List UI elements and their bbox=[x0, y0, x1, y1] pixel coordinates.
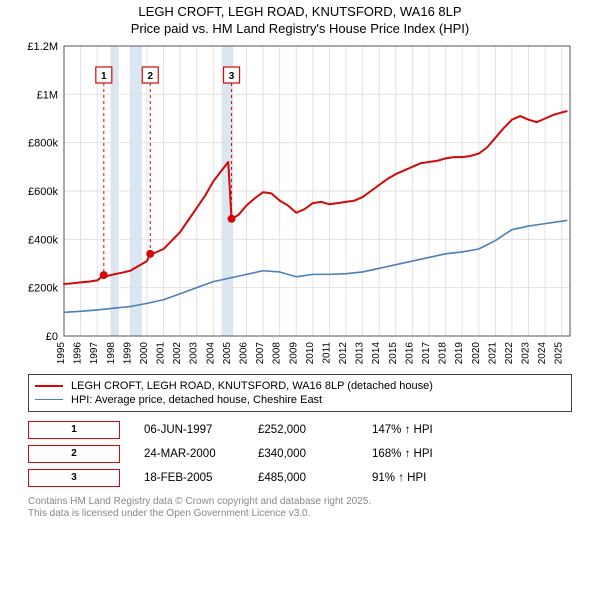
svg-text:2017: 2017 bbox=[421, 341, 432, 364]
svg-text:2019: 2019 bbox=[454, 341, 465, 364]
sale-price: £252,000 bbox=[258, 424, 348, 436]
svg-text:£0: £0 bbox=[46, 331, 58, 343]
svg-text:2014: 2014 bbox=[371, 341, 382, 364]
svg-text:£600k: £600k bbox=[28, 186, 58, 198]
svg-text:£1M: £1M bbox=[37, 89, 58, 101]
sale-date: 06-JUN-1997 bbox=[144, 424, 234, 436]
svg-text:2000: 2000 bbox=[139, 341, 150, 364]
footer-line2: This data is licensed under the Open Gov… bbox=[28, 508, 572, 521]
sale-row: 3 18-FEB-2005 £485,000 91% ↑ HPI bbox=[28, 466, 572, 490]
svg-text:2003: 2003 bbox=[189, 341, 200, 364]
svg-text:2020: 2020 bbox=[471, 341, 482, 364]
chart-title: LEGH CROFT, LEGH ROAD, KNUTSFORD, WA16 8… bbox=[0, 0, 600, 40]
svg-text:2025: 2025 bbox=[554, 341, 565, 364]
title-line2: Price paid vs. HM Land Registry's House … bbox=[0, 21, 600, 38]
svg-text:2010: 2010 bbox=[305, 341, 316, 364]
svg-text:2023: 2023 bbox=[521, 341, 532, 364]
svg-text:2007: 2007 bbox=[255, 341, 266, 364]
svg-text:2005: 2005 bbox=[222, 341, 233, 364]
sale-date: 18-FEB-2005 bbox=[144, 472, 234, 484]
svg-text:2024: 2024 bbox=[537, 341, 548, 364]
svg-text:1998: 1998 bbox=[106, 341, 117, 364]
line-chart-svg: £0 £200k £400k £600k £800k £1M £1.2M 1995 1996 19… bbox=[20, 40, 580, 370]
svg-text:2011: 2011 bbox=[321, 341, 332, 363]
svg-text:1995: 1995 bbox=[56, 341, 67, 364]
svg-text:2: 2 bbox=[147, 71, 153, 82]
license-footer: Contains HM Land Registry data © Crown c… bbox=[28, 496, 572, 521]
sale-hpi-delta: 168% ↑ HPI bbox=[372, 448, 462, 460]
sale-hpi-delta: 91% ↑ HPI bbox=[372, 472, 462, 484]
svg-text:2004: 2004 bbox=[205, 341, 216, 364]
sale-hpi-delta: 147% ↑ HPI bbox=[372, 424, 462, 436]
footer-line1: Contains HM Land Registry data © Crown c… bbox=[28, 496, 572, 509]
svg-text:£1.2M: £1.2M bbox=[27, 41, 58, 53]
svg-text:1999: 1999 bbox=[122, 341, 133, 364]
svg-text:1997: 1997 bbox=[89, 341, 100, 364]
svg-text:2008: 2008 bbox=[272, 341, 283, 364]
svg-text:2006: 2006 bbox=[238, 341, 249, 364]
legend-item: HPI: Average price, detached house, Ches… bbox=[35, 393, 565, 407]
sale-row: 1 06-JUN-1997 £252,000 147% ↑ HPI bbox=[28, 418, 572, 442]
svg-text:2018: 2018 bbox=[438, 341, 449, 364]
svg-text:£400k: £400k bbox=[28, 234, 58, 246]
sales-table: 1 06-JUN-1997 £252,000 147% ↑ HPI 2 24-MAR-20… bbox=[28, 418, 572, 490]
page-root: LEGH CROFT, LEGH ROAD, KNUTSFORD, WA16 8… bbox=[0, 0, 600, 590]
svg-text:2001: 2001 bbox=[156, 341, 167, 364]
svg-text:2009: 2009 bbox=[288, 341, 299, 364]
sale-row: 2 24-MAR-2000 £340,000 168% ↑ HPI bbox=[28, 442, 572, 466]
svg-text:£200k: £200k bbox=[28, 282, 58, 294]
legend-item: LEGH CROFT, LEGH ROAD, KNUTSFORD, WA16 8… bbox=[35, 379, 565, 393]
sale-price: £340,000 bbox=[258, 448, 348, 460]
chart-area: £0 £200k £400k £600k £800k £1M £1.2M 1995 1996 19… bbox=[0, 40, 600, 370]
sale-price: £485,000 bbox=[258, 472, 348, 484]
legend-label: LEGH CROFT, LEGH ROAD, KNUTSFORD, WA16 8… bbox=[71, 380, 433, 392]
legend-swatch bbox=[35, 399, 63, 400]
svg-text:3: 3 bbox=[229, 71, 235, 82]
legend-label: HPI: Average price, detached house, Ches… bbox=[71, 394, 322, 406]
svg-text:£800k: £800k bbox=[28, 137, 58, 149]
legend-swatch bbox=[35, 385, 63, 387]
svg-text:1996: 1996 bbox=[73, 341, 84, 364]
svg-text:1: 1 bbox=[101, 71, 107, 82]
sale-marker: 1 bbox=[28, 421, 120, 439]
svg-text:2022: 2022 bbox=[504, 341, 515, 364]
svg-text:2002: 2002 bbox=[172, 341, 183, 364]
svg-text:2015: 2015 bbox=[388, 341, 399, 364]
sale-marker: 2 bbox=[28, 445, 120, 463]
sale-marker: 3 bbox=[28, 469, 120, 487]
svg-text:2016: 2016 bbox=[404, 341, 415, 364]
svg-text:2021: 2021 bbox=[487, 341, 498, 364]
title-line1: LEGH CROFT, LEGH ROAD, KNUTSFORD, WA16 8… bbox=[0, 4, 600, 21]
legend-box: LEGH CROFT, LEGH ROAD, KNUTSFORD, WA16 8… bbox=[28, 374, 572, 412]
sale-date: 24-MAR-2000 bbox=[144, 448, 234, 460]
svg-text:2012: 2012 bbox=[338, 341, 349, 364]
svg-text:2013: 2013 bbox=[355, 341, 366, 364]
